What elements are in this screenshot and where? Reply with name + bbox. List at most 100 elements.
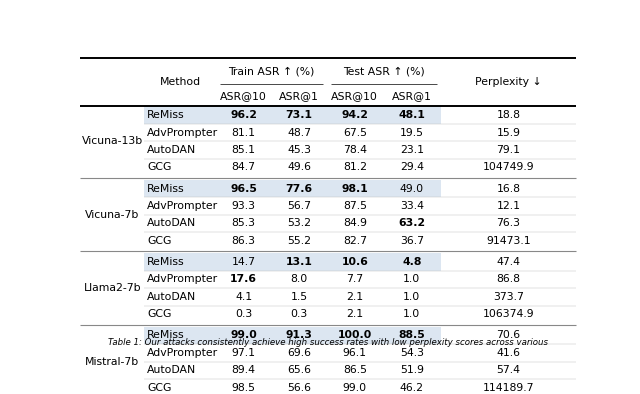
Text: Method: Method xyxy=(160,77,201,87)
Text: ReMiss: ReMiss xyxy=(147,257,184,267)
Text: 63.2: 63.2 xyxy=(398,218,426,229)
Text: 114189.7: 114189.7 xyxy=(483,383,534,393)
Text: 16.8: 16.8 xyxy=(497,184,520,193)
Text: 373.7: 373.7 xyxy=(493,292,524,302)
Text: 55.2: 55.2 xyxy=(287,236,311,246)
Text: 13.1: 13.1 xyxy=(285,257,312,267)
Text: 18.8: 18.8 xyxy=(497,110,520,120)
Text: 79.1: 79.1 xyxy=(497,145,520,155)
Text: 12.1: 12.1 xyxy=(497,201,520,211)
Text: ASR@1: ASR@1 xyxy=(279,91,319,101)
Text: 104749.9: 104749.9 xyxy=(483,162,534,173)
Text: 91.3: 91.3 xyxy=(285,331,312,340)
Text: 84.9: 84.9 xyxy=(343,218,367,229)
Text: 78.4: 78.4 xyxy=(343,145,367,155)
Text: 91473.1: 91473.1 xyxy=(486,236,531,246)
Text: 1.0: 1.0 xyxy=(403,292,420,302)
Text: 77.6: 77.6 xyxy=(285,184,312,193)
Text: Llama2-7b: Llama2-7b xyxy=(83,283,141,293)
Text: 106374.9: 106374.9 xyxy=(483,309,534,319)
Text: 81.2: 81.2 xyxy=(343,162,367,173)
Text: Train ASR ↑ (%): Train ASR ↑ (%) xyxy=(228,67,315,76)
Text: 96.1: 96.1 xyxy=(343,348,367,358)
Text: 4.8: 4.8 xyxy=(402,257,422,267)
Text: 15.9: 15.9 xyxy=(497,128,520,138)
Text: GCG: GCG xyxy=(147,162,172,173)
Text: ASR@10: ASR@10 xyxy=(332,91,378,101)
Text: 53.2: 53.2 xyxy=(287,218,311,229)
Text: 45.3: 45.3 xyxy=(287,145,311,155)
Text: 48.1: 48.1 xyxy=(398,110,425,120)
Text: 49.0: 49.0 xyxy=(400,184,424,193)
Text: 98.5: 98.5 xyxy=(232,383,256,393)
Text: GCG: GCG xyxy=(147,383,172,393)
Text: AdvPrompter: AdvPrompter xyxy=(147,201,218,211)
Text: 1.0: 1.0 xyxy=(403,309,420,319)
Text: 93.3: 93.3 xyxy=(232,201,256,211)
Text: 100.0: 100.0 xyxy=(338,331,372,340)
Text: 10.6: 10.6 xyxy=(341,257,368,267)
Text: 73.1: 73.1 xyxy=(285,110,312,120)
Text: 8.0: 8.0 xyxy=(291,275,308,284)
Bar xyxy=(145,180,441,197)
Text: 99.0: 99.0 xyxy=(343,383,367,393)
Text: GCG: GCG xyxy=(147,236,172,246)
Text: 48.7: 48.7 xyxy=(287,128,311,138)
Bar xyxy=(145,106,441,124)
Text: Mistral-7b: Mistral-7b xyxy=(85,357,140,366)
Text: 82.7: 82.7 xyxy=(343,236,367,246)
Text: 96.2: 96.2 xyxy=(230,110,257,120)
Text: 49.6: 49.6 xyxy=(287,162,311,173)
Text: 56.7: 56.7 xyxy=(287,201,311,211)
Text: 47.4: 47.4 xyxy=(497,257,520,267)
Text: AdvPrompter: AdvPrompter xyxy=(147,348,218,358)
Text: ReMiss: ReMiss xyxy=(147,331,184,340)
Text: AutoDAN: AutoDAN xyxy=(147,218,196,229)
Text: 29.4: 29.4 xyxy=(400,162,424,173)
Text: 99.0: 99.0 xyxy=(230,331,257,340)
Text: Vicuna-7b: Vicuna-7b xyxy=(85,210,140,220)
Text: 51.9: 51.9 xyxy=(400,365,424,375)
Text: AutoDAN: AutoDAN xyxy=(147,292,196,302)
Text: 65.6: 65.6 xyxy=(287,365,311,375)
Text: 36.7: 36.7 xyxy=(400,236,424,246)
Text: AdvPrompter: AdvPrompter xyxy=(147,275,218,284)
Text: 1.0: 1.0 xyxy=(403,275,420,284)
Text: 56.6: 56.6 xyxy=(287,383,311,393)
Text: Test ASR ↑ (%): Test ASR ↑ (%) xyxy=(343,67,425,76)
Text: 23.1: 23.1 xyxy=(400,145,424,155)
Text: 87.5: 87.5 xyxy=(343,201,367,211)
Text: AutoDAN: AutoDAN xyxy=(147,365,196,375)
Text: Perplexity ↓: Perplexity ↓ xyxy=(476,77,542,87)
Bar xyxy=(145,253,441,271)
Text: ASR@10: ASR@10 xyxy=(220,91,267,101)
Text: ReMiss: ReMiss xyxy=(147,110,184,120)
Text: AdvPrompter: AdvPrompter xyxy=(147,128,218,138)
Text: 46.2: 46.2 xyxy=(400,383,424,393)
Text: 67.5: 67.5 xyxy=(343,128,367,138)
Text: 0.3: 0.3 xyxy=(291,309,308,319)
Text: 19.5: 19.5 xyxy=(400,128,424,138)
Text: ReMiss: ReMiss xyxy=(147,184,184,193)
Text: 4.1: 4.1 xyxy=(235,292,252,302)
Text: 1.5: 1.5 xyxy=(291,292,308,302)
Text: 89.4: 89.4 xyxy=(232,365,256,375)
Text: 2.1: 2.1 xyxy=(346,309,364,319)
Text: 94.2: 94.2 xyxy=(341,110,368,120)
Text: 97.1: 97.1 xyxy=(232,348,256,358)
Text: 85.3: 85.3 xyxy=(232,218,256,229)
Text: 96.5: 96.5 xyxy=(230,184,257,193)
Text: 86.8: 86.8 xyxy=(497,275,520,284)
Text: 98.1: 98.1 xyxy=(341,184,368,193)
Text: 88.5: 88.5 xyxy=(399,331,425,340)
Text: 57.4: 57.4 xyxy=(497,365,520,375)
Bar xyxy=(145,327,441,344)
Text: 81.1: 81.1 xyxy=(232,128,256,138)
Text: 84.7: 84.7 xyxy=(232,162,256,173)
Text: Table 1: Our attacks consistently achieve high success rates with low perplexity: Table 1: Our attacks consistently achiev… xyxy=(108,338,548,347)
Text: 17.6: 17.6 xyxy=(230,275,257,284)
Text: 41.6: 41.6 xyxy=(497,348,520,358)
Text: 70.6: 70.6 xyxy=(497,331,520,340)
Text: 54.3: 54.3 xyxy=(400,348,424,358)
Text: 2.1: 2.1 xyxy=(346,292,364,302)
